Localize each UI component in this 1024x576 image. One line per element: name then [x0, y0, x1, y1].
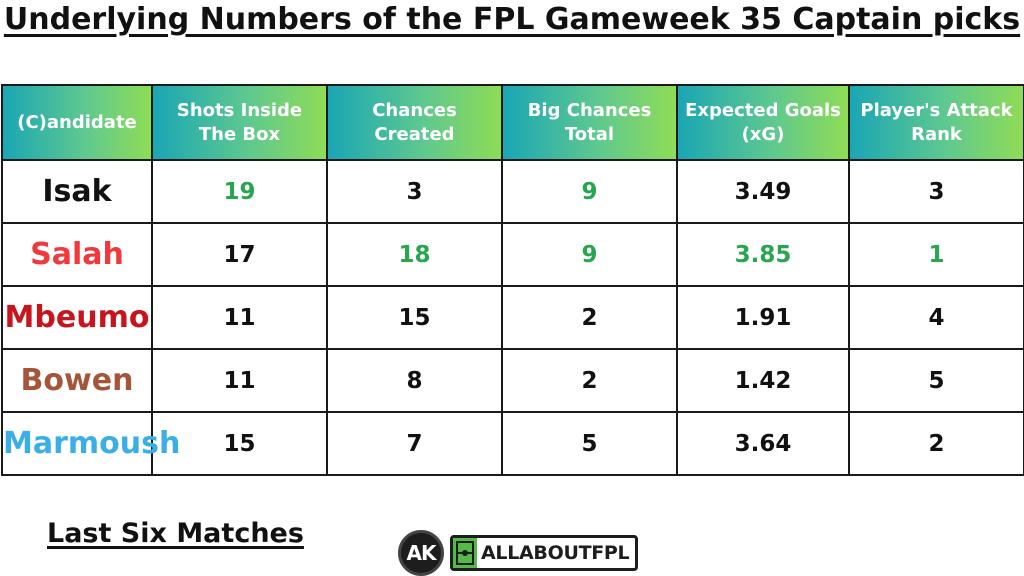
header-expected-goals: Expected Goals (xG) — [676, 84, 850, 161]
cell-shots-inside-box: 19 — [151, 159, 328, 224]
cell-big-chances-total: 5 — [501, 411, 678, 476]
table-row: Salah 17 18 9 3.85 1 — [1, 222, 1024, 287]
cell-shots-inside-box: 11 — [151, 348, 328, 413]
cell-shots-inside-box: 17 — [151, 222, 328, 287]
cell-chances-created: 7 — [326, 411, 503, 476]
last-six-matches-label: Last Six Matches — [47, 518, 304, 549]
cell-big-chances-total: 9 — [501, 222, 678, 287]
table-row: Marmoush 15 7 5 3.64 2 — [1, 411, 1024, 476]
player-name: Salah — [1, 222, 153, 287]
header-shots-inside-box: Shots Inside The Box — [151, 84, 328, 161]
player-name: Marmoush — [1, 411, 180, 476]
cell-expected-goals: 3.64 — [676, 411, 850, 476]
cell-chances-created: 18 — [326, 222, 503, 287]
cell-attack-rank: 1 — [848, 222, 1024, 287]
cell-attack-rank: 3 — [848, 159, 1024, 224]
cell-chances-created: 15 — [326, 285, 503, 350]
football-pitch-icon — [453, 538, 477, 568]
cell-attack-rank: 4 — [848, 285, 1024, 350]
player-name: Mbeumo — [1, 285, 153, 350]
cell-chances-created: 3 — [326, 159, 503, 224]
stats-table: (C)andidate Shots Inside The Box Chances… — [1, 84, 1024, 476]
cell-attack-rank: 2 — [848, 411, 1024, 476]
header-chances-created: Chances Created — [326, 84, 503, 161]
brand-wordmark: ALLABOUTFPL — [450, 535, 639, 571]
cell-shots-inside-box: 15 — [151, 411, 328, 476]
cell-expected-goals: 1.42 — [676, 348, 850, 413]
cell-shots-inside-box: 11 — [151, 285, 328, 350]
table-row: Mbeumo 11 15 2 1.91 4 — [1, 285, 1024, 350]
header-attack-rank: Player's Attack Rank — [848, 84, 1024, 161]
cell-expected-goals: 1.91 — [676, 285, 850, 350]
cell-expected-goals: 3.85 — [676, 222, 850, 287]
cell-big-chances-total: 2 — [501, 348, 678, 413]
cell-big-chances-total: 9 — [501, 159, 678, 224]
header-candidate: (C)andidate — [1, 84, 153, 161]
table-row: Bowen 11 8 2 1.42 5 — [1, 348, 1024, 413]
header-big-chances-total: Big Chances Total — [501, 84, 678, 161]
header-row: (C)andidate Shots Inside The Box Chances… — [1, 84, 1024, 161]
allaboutfpl-logo: AK ALLABOUTFPL — [398, 530, 639, 576]
brand-text: ALLABOUTFPL — [481, 542, 630, 564]
page-title: Underlying Numbers of the FPL Gameweek 3… — [3, 2, 1021, 37]
cell-big-chances-total: 2 — [501, 285, 678, 350]
player-name: Isak — [1, 159, 153, 224]
player-name: Bowen — [1, 348, 153, 413]
cell-expected-goals: 3.49 — [676, 159, 850, 224]
cell-chances-created: 8 — [326, 348, 503, 413]
table-row: Isak 19 3 9 3.49 3 — [1, 159, 1024, 224]
cell-attack-rank: 5 — [848, 348, 1024, 413]
ak-badge-icon: AK — [398, 530, 444, 576]
